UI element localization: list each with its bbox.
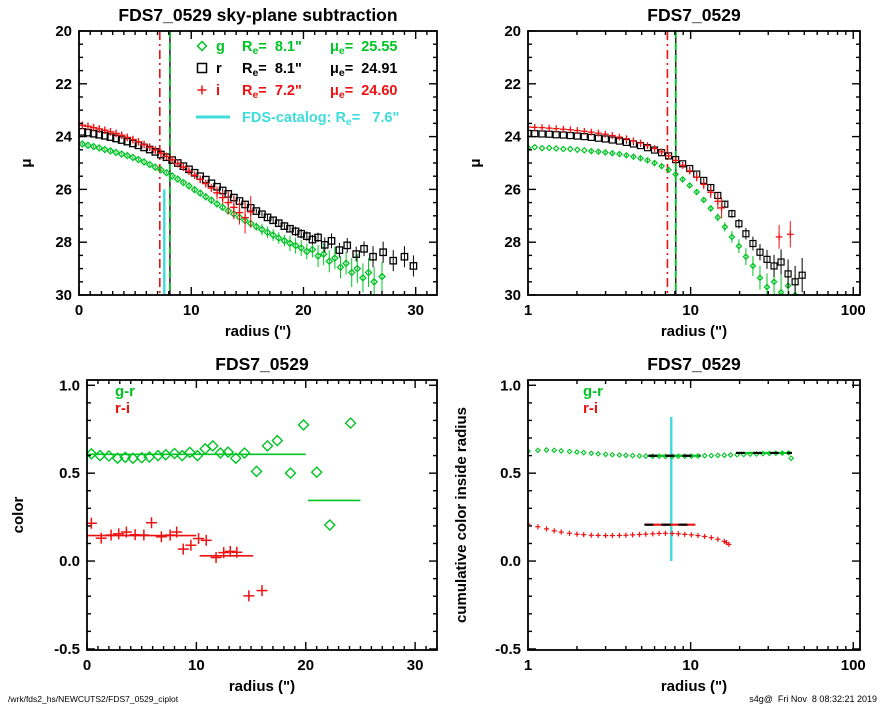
panel-data-area	[527, 416, 795, 562]
series-r	[78, 127, 418, 277]
series-r-i	[527, 521, 732, 547]
legend-band-label: g	[216, 39, 225, 55]
x-axis-label: radius (")	[661, 678, 727, 695]
y-tick-label: 26	[504, 181, 521, 198]
legend-re-value: Re= 8.1"	[242, 61, 302, 79]
panel-data-area	[86, 417, 361, 602]
x-tick-label: 10	[682, 302, 699, 319]
y-tick-label: 22	[55, 76, 72, 93]
legend-re-value: Re= 7.2"	[242, 83, 302, 101]
axis-ticks	[527, 380, 860, 650]
footer-plot-path: /wrk/fds2_hs/NEWCUTS2/FDS7_0529_ciplot	[8, 694, 179, 704]
panel-data-area	[527, 31, 806, 296]
y-tick-label: 24	[55, 129, 72, 146]
legend-color-g-r: g-r	[115, 383, 135, 400]
y-tick-label: 20	[55, 23, 72, 40]
legend-band-label: i	[216, 83, 220, 99]
y-tick-label: 0.5	[500, 465, 521, 482]
y-tick-label: -0.5	[54, 641, 80, 658]
y-axis-label: cumulative color inside radius	[453, 407, 470, 623]
x-axis-label: radius (")	[229, 678, 295, 695]
panel-title: FDS7_0529 sky-plane subtraction	[118, 5, 397, 25]
x-tick-label: 0	[75, 302, 83, 319]
legend-re-value: Re= 8.1"	[242, 39, 302, 57]
x-tick-label: 1	[524, 657, 532, 674]
legend-color-g-r: g-r	[583, 383, 603, 400]
panel-data-area	[78, 31, 418, 296]
axes-box	[527, 379, 861, 651]
x-tick-label: 20	[297, 657, 314, 674]
y-tick-label: 28	[55, 234, 72, 251]
x-tick-label: 10	[188, 657, 205, 674]
series-g	[78, 140, 386, 296]
x-axis-label: radius (")	[225, 323, 291, 340]
legend-catalog-label: FDS-catalog: Re= 7.6"	[242, 110, 399, 128]
y-tick-label: 1.0	[59, 377, 80, 394]
x-tick-label: 10	[682, 657, 699, 674]
y-tick-label: 22	[504, 76, 521, 93]
legend-mue-value: μe= 24.91	[330, 61, 398, 79]
x-axis-label: radius (")	[661, 323, 727, 340]
axis-ticks	[527, 30, 860, 296]
legend-band-label: r	[216, 61, 222, 77]
x-tick-label: 20	[295, 302, 312, 319]
y-tick-label: 28	[504, 234, 521, 251]
y-axis-label: μ	[18, 158, 35, 167]
panel-title: FDS7_0529	[215, 354, 309, 374]
y-tick-label: 20	[504, 23, 521, 40]
x-tick-label: 100	[841, 302, 866, 319]
x-tick-label: 30	[407, 302, 424, 319]
x-tick-label: 100	[841, 657, 866, 674]
y-axis-label: μ	[467, 158, 484, 167]
y-tick-label: 0.0	[59, 553, 80, 570]
x-tick-label: 30	[407, 657, 424, 674]
y-tick-label: 26	[55, 181, 72, 198]
panel-title: FDS7_0529	[647, 354, 741, 374]
footer-user-timestamp: s4g@ Fri Nov 8 08:32:21 2019	[749, 694, 877, 704]
y-tick-label: 30	[504, 287, 521, 304]
series-i	[78, 121, 255, 234]
x-tick-label: 10	[183, 302, 200, 319]
legend-color-r-i: r-i	[583, 400, 598, 417]
panel-title: FDS7_0529	[647, 5, 741, 25]
axis-ticks	[86, 380, 438, 650]
legend-mue-value: μe= 25.55	[330, 39, 398, 57]
y-tick-label: 24	[504, 129, 521, 146]
y-axis-label: color	[10, 497, 27, 534]
legend-mue-value: μe= 24.60	[330, 83, 398, 101]
axis-ticks	[78, 30, 437, 296]
y-tick-label: 0.0	[500, 553, 521, 570]
y-tick-label: 0.5	[59, 465, 80, 482]
legend: g Re= 8.1" μe= 25.55 r Re= 8.1" μe= 24.91 i Re=…	[196, 39, 399, 128]
y-tick-label: 30	[55, 287, 72, 304]
legend-color-r-i: r-i	[115, 400, 130, 417]
series-r	[527, 129, 806, 296]
y-tick-label: 1.0	[500, 377, 521, 394]
x-tick-label: 1	[524, 302, 532, 319]
x-tick-label: 0	[83, 657, 91, 674]
panel-sky-plane-subtraction: 0 10 20 30 20 22 24 26 28 30 FDS7_0529 sky-plane s…	[18, 5, 438, 340]
y-tick-label: -0.5	[495, 641, 521, 658]
